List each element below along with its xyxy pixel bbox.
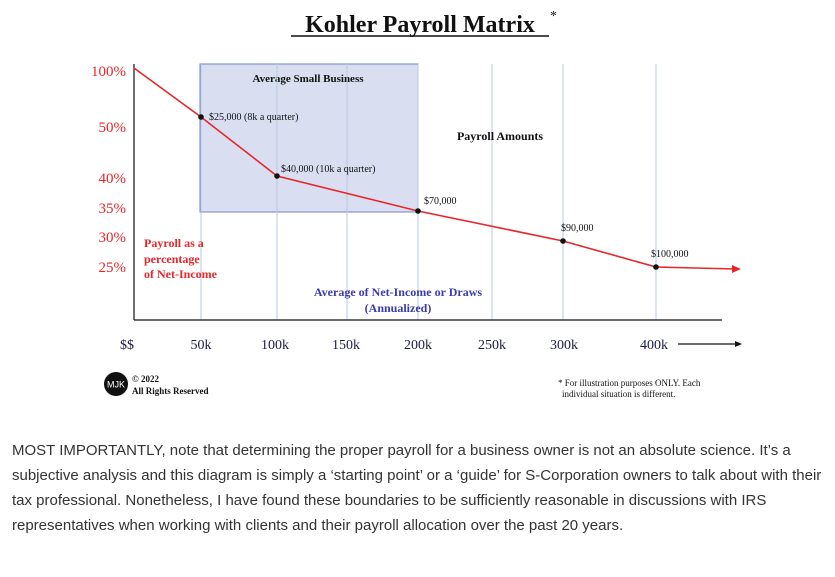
point-400k — [653, 264, 659, 270]
point-200k — [415, 208, 421, 214]
y-label-line-1: Payroll as a — [144, 236, 204, 250]
x-tick-labels: $$ 50k 100k 150k 200k 250k 300k 400k — [120, 338, 668, 353]
mjk-logo — [104, 372, 128, 396]
point-label-300k: $90,000 — [561, 223, 594, 234]
y-tick-50: 50% — [99, 120, 127, 136]
data-points — [198, 114, 659, 270]
mjk-logo-text: MJK — [107, 380, 125, 390]
chart-title: Kohler Payroll Matrix — [305, 12, 535, 38]
x-arrowhead — [735, 341, 742, 347]
x-tick-400k: 400k — [640, 338, 668, 353]
y-tick-25: 25% — [99, 260, 127, 276]
series-arrowhead — [732, 265, 741, 273]
y-label-line-2: percentage — [144, 252, 200, 266]
illustration-note-line-2: individual situation is different. — [562, 389, 675, 399]
gridlines — [200, 64, 657, 320]
point-100k — [274, 173, 280, 179]
point-label-50k: $25,000 (8k a quarter) — [209, 112, 298, 123]
point-label-200k: $70,000 — [424, 196, 457, 207]
copyright-year: © 2022 — [132, 374, 159, 384]
y-label-line-3: of Net-Income — [144, 267, 218, 281]
payroll-matrix-chart: Kohler Payroll Matrix * Average Small Bu… — [91, 9, 742, 399]
x-tick-250k: 250k — [478, 338, 506, 353]
region-label: Average Small Business — [252, 73, 364, 85]
x-label-line-2: (Annualized) — [365, 301, 432, 315]
x-tick-100k: 100k — [261, 338, 289, 353]
point-300k — [560, 238, 566, 244]
y-tick-labels: 100% 50% 40% 35% 30% 25% — [91, 64, 126, 276]
point-label-400k: $100,000 — [651, 249, 689, 260]
point-label-100k: $40,000 (10k a quarter) — [281, 164, 375, 175]
y-tick-40: 40% — [99, 171, 127, 187]
y-tick-35: 35% — [99, 201, 127, 217]
point-50k — [198, 114, 204, 120]
x-tick-50k: 50k — [191, 338, 212, 353]
x-tick-150k: 150k — [332, 338, 360, 353]
x-label-line-1: Average of Net-Income or Draws — [314, 285, 482, 299]
y-tick-100: 100% — [91, 64, 126, 80]
x-tick-200k: 200k — [404, 338, 432, 353]
y-tick-30: 30% — [99, 230, 127, 246]
explanation-paragraph: MOST IMPORTANTLY, note that determining … — [12, 442, 822, 534]
copyright-rights: All Rights Reserved — [132, 386, 209, 396]
series-label: Payroll Amounts — [457, 129, 543, 143]
title-asterisk: * — [550, 9, 557, 24]
average-small-business-region — [199, 63, 419, 213]
x-tick-300k: 300k — [550, 338, 578, 353]
x-tick-base: $$ — [120, 338, 134, 353]
illustration-note-line-1: * For illustration purposes ONLY. Each — [558, 378, 701, 388]
